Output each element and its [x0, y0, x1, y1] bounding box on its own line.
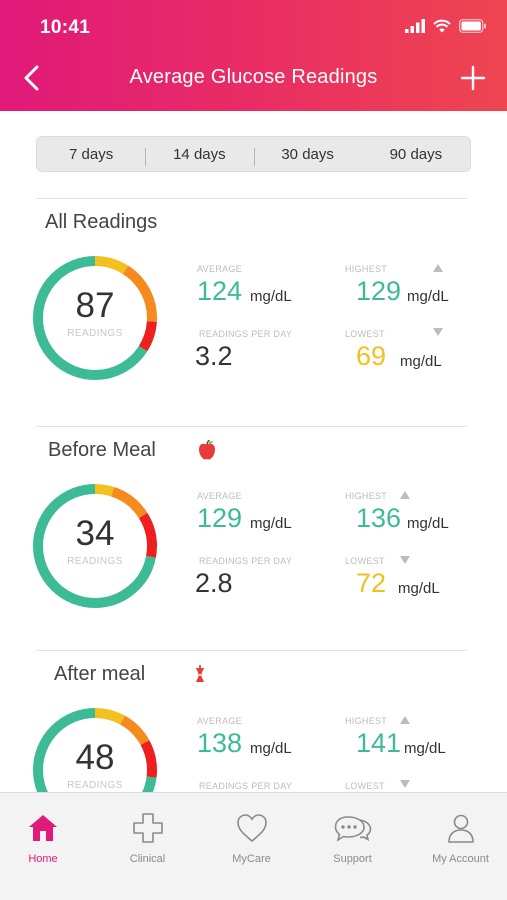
arrow-up-icon — [400, 491, 410, 499]
home-icon — [29, 815, 57, 841]
lowest-label: LOWEST — [345, 329, 385, 339]
readings-ring: 34 READINGS — [31, 482, 159, 610]
lowest-unit: mg/dL — [398, 580, 440, 597]
highest-unit: mg/dL — [404, 740, 446, 757]
tab-label: My Account — [432, 853, 489, 865]
tab-clinical[interactable]: Clinical — [97, 793, 198, 900]
page-title: Average Glucose Readings — [129, 66, 378, 88]
highest-label: HIGHEST — [345, 264, 388, 274]
bottom-tab-bar: Home Clinical MyCare Support My Account — [0, 792, 507, 900]
readings-ring: 87 READINGS — [31, 254, 159, 382]
ring-segment — [33, 484, 157, 608]
section-title: All Readings — [45, 211, 158, 233]
lowest-unit: mg/dL — [400, 353, 442, 370]
section-before-meal: Before Meal 34 READINGS AVERAGE 129 mg/d… — [0, 426, 507, 650]
tab-label: Support — [333, 853, 372, 865]
average-value: 138 — [197, 728, 243, 758]
tab-label: MyCare — [232, 853, 271, 865]
section-divider — [36, 426, 467, 427]
readings-ring-chart — [33, 256, 157, 380]
highest-label: HIGHEST — [345, 716, 388, 726]
apple-icon — [199, 439, 215, 460]
add-reading-button[interactable] — [459, 64, 487, 92]
readings-per-day-label: READINGS PER DAY — [199, 329, 293, 339]
tab-mycare[interactable]: MyCare — [201, 793, 302, 900]
plus-icon — [460, 65, 486, 91]
app-header: 10:41 Average Glucose Readings — [0, 0, 507, 111]
section-title: After meal — [54, 663, 146, 685]
arrow-up-icon — [433, 264, 443, 272]
average-label: AVERAGE — [197, 264, 242, 274]
section-all-readings: All Readings 87 READINGS AVERAGE 124 mg/… — [0, 198, 507, 426]
section-divider — [36, 198, 467, 199]
readings-per-day-label: READINGS PER DAY — [199, 556, 293, 566]
status-icons — [405, 19, 487, 33]
readings-per-day-label: READINGS PER DAY — [199, 781, 293, 791]
average-value: 124 — [197, 276, 243, 306]
readings-caption: READINGS — [67, 328, 123, 339]
arrow-up-icon — [400, 716, 410, 724]
arrow-down-icon — [433, 328, 443, 336]
average-unit: mg/dL — [250, 740, 292, 757]
highest-value: 129 — [356, 276, 402, 306]
lowest-value: 72 — [356, 568, 387, 598]
range-14-days[interactable]: 14 days — [145, 146, 253, 166]
readings-caption: READINGS — [67, 556, 123, 567]
tab-label: Home — [28, 853, 58, 865]
ring-segment — [33, 708, 157, 792]
highest-unit: mg/dL — [407, 288, 449, 305]
range-7-days[interactable]: 7 days — [69, 145, 114, 163]
chevron-left-icon — [24, 65, 39, 91]
average-value: 129 — [197, 503, 243, 533]
readings-ring-chart — [33, 484, 157, 608]
tab-my-account[interactable]: My Account — [410, 793, 507, 900]
readings-per-day-value: 2.8 — [195, 568, 233, 598]
ring-segment — [33, 256, 157, 380]
readings-caption: READINGS — [67, 780, 123, 791]
chat-bubbles-icon — [334, 816, 371, 842]
person-icon — [447, 814, 474, 843]
medical-cross-icon — [132, 813, 163, 843]
back-button[interactable] — [18, 62, 48, 94]
range-30-days[interactable]: 30 days — [253, 146, 362, 166]
readings-per-day-value: 3.2 — [195, 341, 233, 371]
lowest-label: LOWEST — [345, 556, 385, 566]
tab-label: Clinical — [129, 853, 166, 865]
section-divider — [36, 650, 467, 651]
status-time: 10:41 — [40, 17, 91, 38]
battery-icon — [459, 19, 486, 33]
date-range-selector: 7 days 14 days 30 days 90 days — [36, 136, 471, 172]
tab-support[interactable]: Support — [302, 793, 403, 900]
highest-value: 141 — [356, 728, 402, 758]
highest-unit: mg/dL — [407, 515, 449, 532]
ring-segment — [33, 256, 157, 380]
average-unit: mg/dL — [250, 515, 292, 532]
ring-segment — [33, 708, 157, 792]
signal-icon — [405, 19, 425, 33]
average-label: AVERAGE — [197, 491, 242, 501]
lowest-label: LOWEST — [345, 781, 385, 791]
arrow-down-icon — [400, 556, 410, 564]
section-after-meal: After meal 48 READINGS AVERAGE 138 mg/dL… — [0, 650, 507, 792]
highest-value: 136 — [356, 503, 402, 533]
arrow-down-icon — [400, 780, 410, 788]
readings-count: 34 — [75, 514, 115, 553]
readings-count: 87 — [75, 286, 115, 325]
heart-icon — [236, 814, 267, 843]
wifi-icon — [433, 19, 451, 33]
average-label: AVERAGE — [197, 716, 242, 726]
readings-ring: 48 READINGS — [31, 706, 159, 792]
tab-home[interactable]: Home — [0, 793, 86, 900]
highest-label: HIGHEST — [345, 491, 388, 501]
readings-count: 48 — [75, 738, 115, 777]
apple-core-icon — [196, 665, 204, 682]
readings-ring-chart — [33, 708, 157, 792]
range-90-days[interactable]: 90 days — [389, 145, 443, 163]
average-unit: mg/dL — [250, 288, 292, 305]
ring-segment — [33, 484, 157, 608]
section-title: Before Meal — [48, 439, 156, 461]
lowest-value: 69 — [356, 341, 387, 371]
